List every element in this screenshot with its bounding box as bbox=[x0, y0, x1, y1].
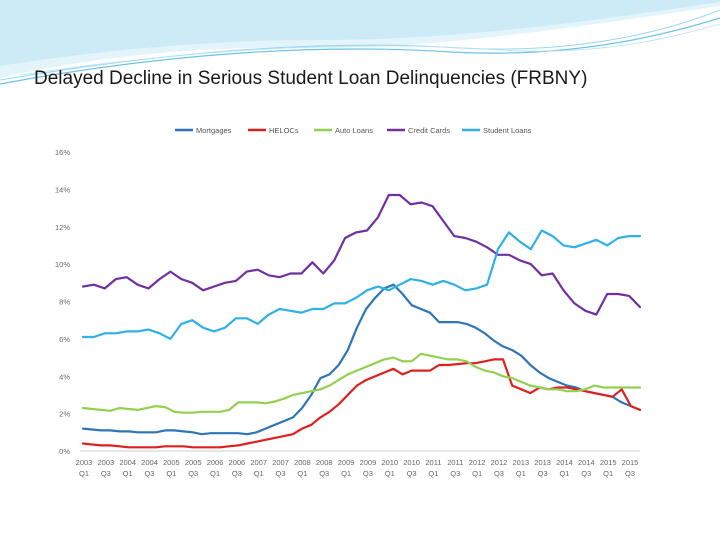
x-tick-quarter-label: Q1 bbox=[516, 469, 526, 478]
y-tick-label: 0% bbox=[59, 447, 70, 456]
x-tick-year-label: 2003 bbox=[97, 458, 114, 467]
x-tick-quarter-label: Q3 bbox=[494, 469, 504, 478]
x-tick-quarter-label: Q3 bbox=[450, 469, 460, 478]
x-tick-quarter-label: Q1 bbox=[472, 469, 482, 478]
y-tick-label: 6% bbox=[59, 335, 70, 344]
x-tick-year-label: 2004 bbox=[141, 458, 158, 467]
x-tick-quarter-label: Q3 bbox=[538, 469, 548, 478]
legend-label: Student Loans bbox=[483, 126, 532, 135]
x-tick-quarter-label: Q3 bbox=[319, 469, 329, 478]
x-tick-quarter-label: Q1 bbox=[297, 469, 307, 478]
x-tick-year-label: 2011 bbox=[425, 458, 441, 467]
x-tick-quarter-label: Q1 bbox=[603, 469, 613, 478]
x-tick-year-label: 2010 bbox=[403, 458, 420, 467]
x-tick-year-label: 2012 bbox=[469, 458, 486, 467]
x-axis-tick-labels: 2003 Q1 2003 Q3 2004 Q1 2004 Q3 2005 Q1 2005 Q3 2006… bbox=[76, 458, 639, 478]
series-lines bbox=[81, 193, 642, 449]
slide-title: Delayed Decline in Serious Student Loan … bbox=[34, 68, 588, 89]
legend-label: HELOCs bbox=[269, 126, 299, 135]
x-tick-year-label: 2014 bbox=[556, 458, 573, 467]
series-line-student-loans bbox=[81, 229, 642, 340]
decorative-swoosh-banner bbox=[0, 0, 720, 85]
legend-label: Credit Cards bbox=[408, 126, 450, 135]
series-line-helocs bbox=[81, 358, 642, 449]
x-tick-year-label: 2007 bbox=[250, 458, 267, 467]
y-tick-label: 8% bbox=[59, 298, 70, 307]
y-tick-label: 12% bbox=[55, 223, 70, 232]
x-tick-year-label: 2006 bbox=[207, 458, 224, 467]
y-tick-label: 4% bbox=[59, 372, 70, 381]
x-tick-year-label: 2007 bbox=[272, 458, 289, 467]
x-tick-quarter-label: Q3 bbox=[276, 469, 286, 478]
x-tick-year-label: 2004 bbox=[119, 458, 136, 467]
x-tick-year-label: 2011 bbox=[447, 458, 463, 467]
x-tick-quarter-label: Q1 bbox=[385, 469, 395, 478]
series-line-auto-loans bbox=[81, 352, 642, 414]
x-tick-quarter-label: Q1 bbox=[210, 469, 220, 478]
x-tick-year-label: 2005 bbox=[163, 458, 180, 467]
x-tick-quarter-label: Q3 bbox=[145, 469, 155, 478]
x-tick-quarter-label: Q3 bbox=[625, 469, 635, 478]
y-axis-tick-labels: 0% 2% 4% 6% 8% 10% 12% 14% 16% bbox=[55, 148, 70, 456]
x-tick-quarter-label: Q3 bbox=[188, 469, 198, 478]
x-tick-year-label: 2015 bbox=[600, 458, 617, 467]
x-tick-quarter-label: Q3 bbox=[101, 469, 111, 478]
x-tick-quarter-label: Q1 bbox=[428, 469, 438, 478]
x-tick-year-label: 2009 bbox=[338, 458, 355, 467]
x-tick-quarter-label: Q1 bbox=[123, 469, 133, 478]
chart-legend: Mortgages HELOCs Auto Loans Credit Cards Stu… bbox=[175, 126, 532, 135]
x-tick-year-label: 2015 bbox=[622, 458, 639, 467]
x-tick-quarter-label: Q3 bbox=[363, 469, 373, 478]
x-tick-year-label: 2008 bbox=[294, 458, 311, 467]
x-tick-year-label: 2013 bbox=[512, 458, 529, 467]
x-tick-year-label: 2006 bbox=[229, 458, 246, 467]
series-line-mortgages bbox=[81, 283, 642, 436]
x-tick-year-label: 2003 bbox=[76, 458, 93, 467]
y-tick-label: 2% bbox=[59, 410, 70, 419]
x-tick-quarter-label: Q1 bbox=[79, 469, 89, 478]
y-tick-label: 16% bbox=[55, 148, 70, 157]
x-tick-year-label: 2005 bbox=[185, 458, 202, 467]
x-tick-quarter-label: Q1 bbox=[166, 469, 176, 478]
legend-label: Mortgages bbox=[196, 126, 232, 135]
y-tick-label: 14% bbox=[55, 185, 70, 194]
x-tick-year-label: 2013 bbox=[534, 458, 551, 467]
x-tick-quarter-label: Q3 bbox=[581, 469, 591, 478]
x-tick-year-label: 2008 bbox=[316, 458, 333, 467]
y-tick-label: 10% bbox=[55, 260, 70, 269]
x-tick-year-label: 2010 bbox=[381, 458, 398, 467]
x-tick-quarter-label: Q3 bbox=[407, 469, 417, 478]
x-tick-quarter-label: Q1 bbox=[341, 469, 351, 478]
delinquency-line-chart: Mortgages HELOCs Auto Loans Credit Cards Stu… bbox=[55, 126, 642, 478]
x-tick-year-label: 2012 bbox=[491, 458, 508, 467]
series-line-credit-cards bbox=[81, 193, 642, 316]
legend-label: Auto Loans bbox=[335, 126, 373, 135]
x-tick-year-label: 2009 bbox=[360, 458, 377, 467]
x-tick-year-label: 2014 bbox=[578, 458, 595, 467]
x-tick-quarter-label: Q1 bbox=[559, 469, 569, 478]
x-tick-quarter-label: Q3 bbox=[232, 469, 242, 478]
x-tick-quarter-label: Q1 bbox=[254, 469, 264, 478]
